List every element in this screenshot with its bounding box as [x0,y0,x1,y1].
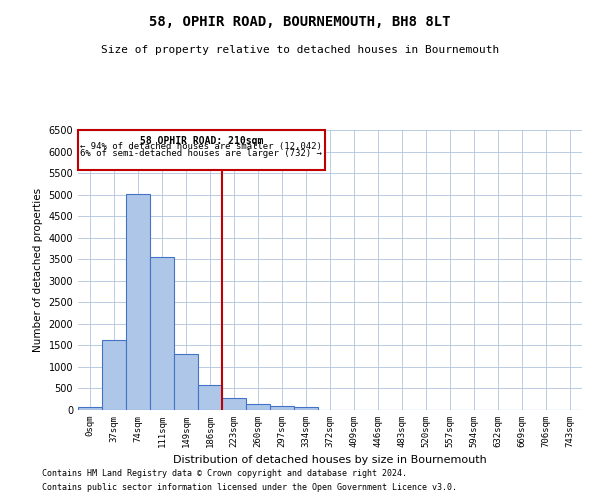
Text: Contains public sector information licensed under the Open Government Licence v3: Contains public sector information licen… [42,484,457,492]
Text: ← 94% of detached houses are smaller (12,042): ← 94% of detached houses are smaller (12… [80,142,322,152]
Text: 58 OPHIR ROAD: 210sqm: 58 OPHIR ROAD: 210sqm [140,136,263,145]
Text: Size of property relative to detached houses in Bournemouth: Size of property relative to detached ho… [101,45,499,55]
Bar [246,404,270,410]
Bar [174,354,198,410]
Text: 6% of semi-detached houses are larger (732) →: 6% of semi-detached houses are larger (7… [80,150,322,158]
X-axis label: Distribution of detached houses by size in Bournemouth: Distribution of detached houses by size … [173,456,487,466]
Y-axis label: Number of detached properties: Number of detached properties [33,188,43,352]
Bar [270,406,294,410]
Bar [294,408,318,410]
Bar [150,256,174,410]
Bar [102,340,126,410]
FancyBboxPatch shape [78,130,325,170]
Bar [78,407,102,410]
Text: Contains HM Land Registry data © Crown copyright and database right 2024.: Contains HM Land Registry data © Crown c… [42,468,407,477]
Bar [198,385,222,410]
Text: 58, OPHIR ROAD, BOURNEMOUTH, BH8 8LT: 58, OPHIR ROAD, BOURNEMOUTH, BH8 8LT [149,15,451,29]
Bar [222,398,246,410]
Bar [126,194,150,410]
